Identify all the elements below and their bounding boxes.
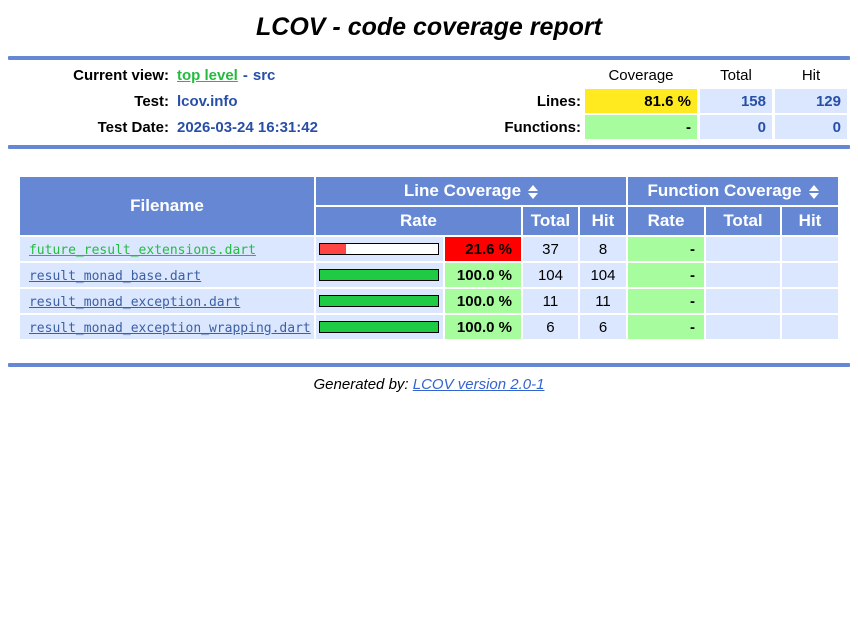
filename-column-header: Filename	[19, 177, 314, 235]
current-view-name: src	[252, 66, 276, 84]
file-link[interactable]: result_monad_exception_wrapping.dart	[28, 320, 311, 336]
coverage-bar-cell	[315, 315, 443, 339]
sort-icon[interactable]	[808, 184, 819, 199]
table-row: result_monad_exception.dart 100.0 % 11 1…	[19, 289, 839, 313]
test-label: Test:	[134, 92, 169, 110]
function-hit-value	[782, 289, 839, 313]
function-coverage-header: Function Coverage	[628, 177, 839, 205]
header-info-table: Current view: top level - src Coverage Tot…	[8, 61, 850, 141]
file-link[interactable]: future_result_extensions.dart	[28, 242, 256, 258]
line-total-subheader: Total	[522, 207, 578, 235]
breadcrumb-separator: -	[242, 66, 248, 84]
line-total-value: 104	[522, 263, 578, 287]
header-row-test: Test: lcov.info Lines: 81.6 % 158 129	[11, 89, 847, 113]
divider-bottom	[8, 363, 850, 367]
current-view-label: Current view:	[73, 66, 169, 84]
hit-column-header: Hit	[801, 66, 821, 84]
table-header-row-2: Rate Total Hit Rate Total Hit	[20, 207, 839, 235]
coverage-bar-cell	[315, 263, 443, 287]
function-rate-value: -	[628, 263, 704, 287]
table-row: result_monad_exception_wrapping.dart 100…	[19, 315, 839, 339]
top-level-link[interactable]: top level	[177, 66, 238, 84]
page-title: LCOV - code coverage report	[256, 13, 602, 41]
function-total-value	[706, 289, 780, 313]
function-rate-value: -	[628, 237, 704, 261]
line-hit-value: 104	[579, 263, 626, 287]
header-row-view: Current view: top level - src Coverage Tot…	[11, 63, 847, 87]
coverage-bar-cell	[315, 289, 443, 313]
functions-hit-value: 0	[775, 115, 847, 139]
lines-hit-value: 129	[775, 89, 847, 113]
coverage-bar	[319, 295, 440, 307]
total-column-header: Total	[720, 66, 752, 84]
line-rate-value: 21.6 %	[444, 237, 521, 261]
lines-total-value: 158	[700, 89, 772, 113]
function-hit-subheader: Hit	[782, 207, 839, 235]
lines-coverage-value: 81.6 %	[585, 89, 697, 113]
functions-label: Functions:	[504, 118, 581, 136]
function-hit-value	[782, 237, 839, 261]
line-coverage-header-label: Line Coverage	[403, 181, 522, 200]
coverage-bar	[319, 269, 440, 281]
line-hit-subheader: Hit	[579, 207, 626, 235]
coverage-column-header: Coverage	[608, 66, 674, 84]
function-total-value	[706, 237, 780, 261]
function-total-value	[706, 263, 780, 287]
spacer	[434, 115, 487, 139]
divider-top	[8, 56, 850, 60]
line-total-value: 6	[522, 315, 578, 339]
line-rate-value: 100.0 %	[444, 315, 521, 339]
function-rate-value: -	[628, 289, 704, 313]
test-date-value: 2026-03-24 16:31:42	[177, 118, 318, 136]
filename-cell: future_result_extensions.dart	[19, 237, 314, 261]
lines-label: Lines:	[536, 92, 581, 110]
line-hit-value: 8	[579, 237, 626, 261]
table-header-row-1: Filename Line Coverage Function Coverage	[19, 177, 839, 235]
function-rate-value: -	[628, 315, 704, 339]
filename-cell: result_monad_exception_wrapping.dart	[19, 315, 314, 339]
line-coverage-header: Line Coverage	[315, 177, 626, 205]
function-coverage-header-label: Function Coverage	[647, 181, 802, 200]
line-total-value: 11	[522, 289, 578, 313]
file-link[interactable]: result_monad_exception.dart	[28, 294, 241, 310]
header-row-date: Test Date: 2026-03-24 16:31:42 Functions…	[11, 115, 847, 139]
file-link[interactable]: result_monad_base.dart	[28, 268, 202, 284]
spacer	[434, 63, 487, 87]
lcov-version-link[interactable]: LCOV version 2.0-1	[412, 376, 545, 393]
sort-icon[interactable]	[528, 184, 539, 199]
function-hit-value	[782, 315, 839, 339]
line-rate-subheader: Rate	[315, 207, 521, 235]
functions-total-value: 0	[700, 115, 772, 139]
line-rate-value: 100.0 %	[444, 289, 521, 313]
footer: Generated by: LCOV version 2.0-1	[0, 376, 858, 393]
function-rate-subheader: Rate	[628, 207, 704, 235]
functions-coverage-value: -	[585, 115, 697, 139]
divider-middle	[8, 145, 850, 149]
function-total-subheader: Total	[706, 207, 780, 235]
current-view-value: top level - src	[176, 63, 431, 87]
coverage-table: Filename Line Coverage Function Coverage…	[18, 175, 840, 341]
function-hit-value	[782, 263, 839, 287]
line-hit-value: 11	[579, 289, 626, 313]
generated-by-label: Generated by:	[313, 376, 409, 393]
table-row: future_result_extensions.dart 21.6 % 37 …	[19, 237, 839, 261]
filename-cell: result_monad_base.dart	[19, 263, 314, 287]
line-hit-value: 6	[579, 315, 626, 339]
coverage-bar	[319, 321, 440, 333]
filename-cell: result_monad_exception.dart	[19, 289, 314, 313]
test-date-label: Test Date:	[97, 118, 169, 136]
line-total-value: 37	[522, 237, 578, 261]
coverage-bar	[319, 243, 440, 255]
table-row: result_monad_base.dart 100.0 % 104 104 -	[19, 263, 839, 287]
coverage-bar-cell	[315, 237, 443, 261]
empty-cell	[490, 63, 582, 87]
spacer	[434, 89, 487, 113]
test-value: lcov.info	[177, 92, 238, 110]
line-rate-value: 100.0 %	[444, 263, 521, 287]
function-total-value	[706, 315, 780, 339]
